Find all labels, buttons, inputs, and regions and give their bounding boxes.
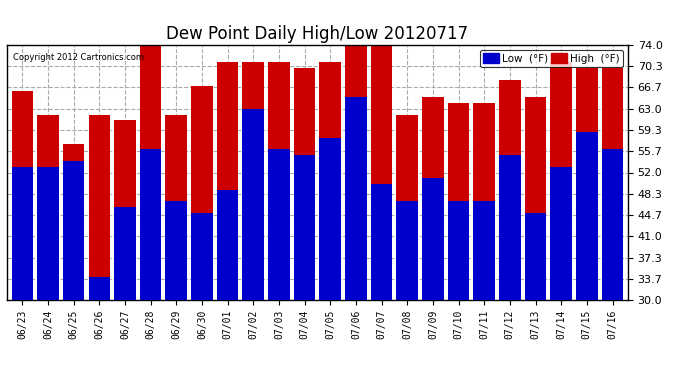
Legend: Low  (°F), High  (°F): Low (°F), High (°F) (480, 50, 622, 67)
Bar (397, 114, 418, 375)
Bar (499, 80, 521, 375)
Bar (319, 138, 341, 375)
Bar (268, 62, 290, 375)
Title: Dew Point Daily High/Low 20120717: Dew Point Daily High/Low 20120717 (166, 26, 469, 44)
Bar (191, 86, 213, 375)
Bar (294, 68, 315, 375)
Bar (88, 277, 110, 375)
Bar (140, 149, 161, 375)
Bar (345, 97, 366, 375)
Bar (602, 149, 623, 375)
Bar (499, 155, 521, 375)
Bar (217, 62, 238, 375)
Text: Copyright 2012 Cartronics.com: Copyright 2012 Cartronics.com (13, 53, 144, 62)
Bar (319, 62, 341, 375)
Bar (140, 45, 161, 375)
Bar (371, 39, 393, 375)
Bar (448, 201, 469, 375)
Bar (422, 97, 444, 375)
Bar (397, 201, 418, 375)
Bar (524, 213, 546, 375)
Bar (473, 103, 495, 375)
Bar (166, 114, 187, 375)
Bar (551, 62, 572, 375)
Bar (345, 39, 366, 375)
Bar (63, 161, 84, 375)
Bar (242, 109, 264, 375)
Bar (371, 184, 393, 375)
Bar (217, 190, 238, 375)
Bar (294, 155, 315, 375)
Bar (12, 92, 33, 375)
Bar (576, 68, 598, 375)
Bar (88, 114, 110, 375)
Bar (551, 167, 572, 375)
Bar (37, 167, 59, 375)
Bar (191, 213, 213, 375)
Bar (524, 97, 546, 375)
Bar (576, 132, 598, 375)
Bar (166, 201, 187, 375)
Bar (37, 114, 59, 375)
Bar (473, 201, 495, 375)
Bar (268, 149, 290, 375)
Bar (242, 62, 264, 375)
Bar (114, 207, 136, 375)
Bar (12, 167, 33, 375)
Bar (602, 68, 623, 375)
Bar (63, 144, 84, 375)
Bar (114, 120, 136, 375)
Bar (448, 103, 469, 375)
Bar (422, 178, 444, 375)
